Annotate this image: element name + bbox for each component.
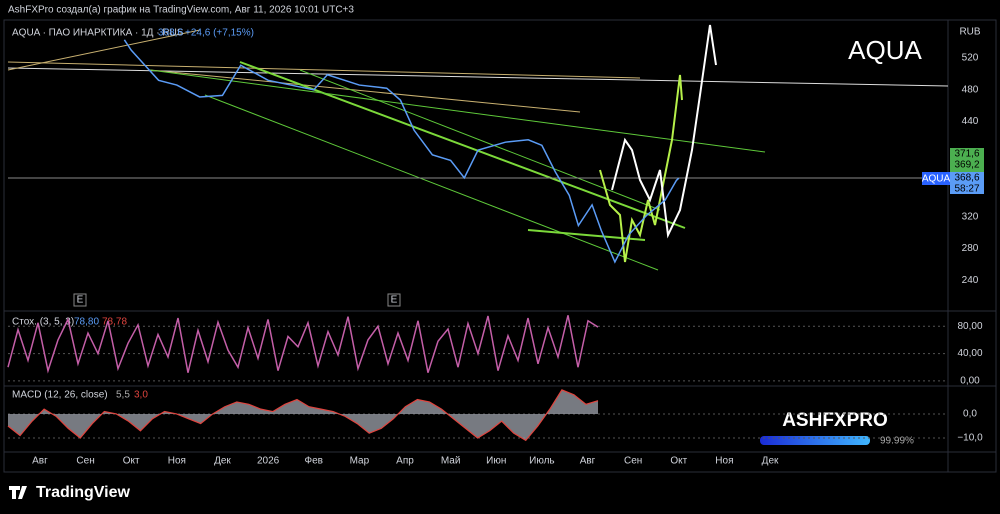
tag-symbol: AQUA: [922, 174, 951, 185]
x-tick-label: Июн: [486, 456, 506, 467]
x-tick-label: Сен: [624, 456, 642, 467]
x-tick-label: Ноя: [168, 456, 186, 467]
y-tick-label: 80,00: [957, 321, 982, 332]
macd-signal: 3,0: [134, 390, 148, 401]
x-tick-label: Ноя: [715, 456, 733, 467]
y-tick-label: 0,0: [963, 409, 977, 420]
trendline: [204, 94, 659, 271]
y-tick-label: −10,0: [957, 433, 983, 444]
x-tick-label: Мар: [350, 456, 370, 467]
x-tick-label: Окт: [670, 456, 687, 467]
macd-value: 5,5: [116, 390, 130, 401]
event-label[interactable]: E: [391, 295, 398, 306]
tag-timer: 58:27: [954, 184, 979, 195]
tag-box: [950, 148, 984, 172]
event-marker[interactable]: [73, 293, 87, 307]
chart-frame: [3, 19, 997, 473]
trendline: [299, 69, 661, 211]
x-tick-label: Окт: [123, 456, 140, 467]
trendline: [149, 69, 766, 153]
series-line: [123, 39, 680, 264]
stoch-k: 78,80: [74, 317, 99, 328]
header: AshFXPro создал(а) график на TradingView…: [8, 4, 354, 16]
series-line: [7, 389, 599, 442]
series-line: [7, 315, 599, 374]
macd-title: MACD (12, 26, close): [12, 390, 108, 401]
x-tick-label: Сен: [76, 456, 94, 467]
tag-low: 369,2: [954, 160, 979, 171]
y-tick-label: 520: [962, 53, 979, 64]
stoch-d: 78,78: [102, 317, 127, 328]
trendline: [149, 69, 581, 113]
tag-last: 368,6: [954, 173, 979, 184]
watermark: AQUA: [848, 35, 922, 65]
x-tick-label: Дек: [214, 456, 231, 467]
change: +24,6 (+7,15%): [185, 28, 254, 39]
x-tick-label: Апр: [396, 456, 414, 467]
currency: RUB: [959, 27, 980, 38]
trendline: [7, 29, 201, 71]
tag-box: [922, 172, 950, 185]
x-tick-label: Фев: [304, 456, 322, 467]
stoch-title: Стох. (3, 5, 3): [12, 317, 74, 328]
y-tick-label: 320: [962, 211, 979, 222]
x-tick-label: Авг: [580, 456, 596, 467]
footer-logo: TradingView: [36, 484, 131, 501]
y-tick-label: 240: [962, 275, 979, 286]
y-tick-label: 40,00: [957, 348, 982, 359]
x-tick-label: Май: [441, 456, 461, 467]
trendline: [7, 61, 641, 79]
y-tick-label: 480: [962, 84, 979, 95]
x-tick-label: Июль: [529, 456, 555, 467]
area-fill: [8, 389, 598, 441]
forecast: [611, 24, 717, 239]
tag-box: [950, 172, 984, 194]
brand: ASHFXPRO: [782, 410, 888, 431]
last-price: 368,6: [158, 28, 183, 39]
event-label[interactable]: E: [77, 295, 84, 306]
trendline: [527, 229, 646, 241]
x-tick-label: Авг: [32, 456, 48, 467]
x-tick-label: 2026: [257, 456, 280, 467]
event-marker[interactable]: [387, 293, 401, 307]
symbol-title: AQUA · ПАО ИНАРКТИКА · 1Д · RUS: [12, 28, 184, 39]
tag-high: 371,6: [954, 149, 979, 160]
logo-icon: [9, 486, 27, 499]
progress-bar: [760, 436, 870, 445]
progress-label: 99.99%: [880, 436, 914, 447]
y-tick-label: 0,00: [960, 376, 980, 387]
y-tick-label: 440: [962, 116, 979, 127]
x-tick-label: Дек: [762, 456, 779, 467]
y-tick-label: 280: [962, 243, 979, 254]
